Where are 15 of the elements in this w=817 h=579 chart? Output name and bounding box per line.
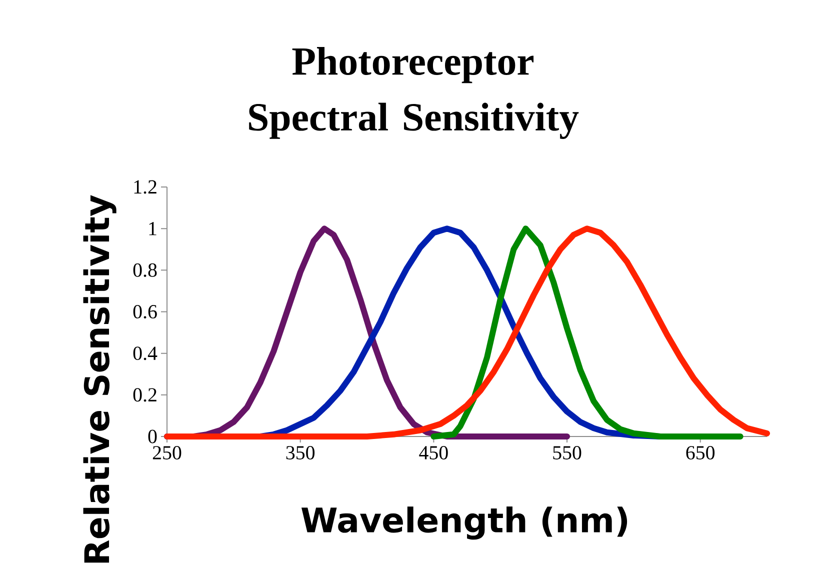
x-tick-label: 650: [686, 446, 715, 460]
y-tick-label: 0.6: [133, 304, 157, 319]
y-tick-label: 0.4: [133, 346, 158, 360]
x-axis-title: Wavelength (nm): [301, 506, 628, 540]
y-axis-title: Relative Sensitivity: [83, 195, 116, 563]
x-tick-label: 350: [286, 446, 315, 460]
chart-title: Photoreceptor Spectral Sensitivity: [249, 46, 579, 140]
x-tick-label: 550: [553, 446, 582, 460]
x-tick-label: 450: [419, 446, 448, 460]
y-tick-label: 0: [148, 430, 157, 444]
y-tick-label: 0.8: [133, 263, 157, 277]
y-tick-label: 1: [149, 222, 156, 236]
y-tick-label: 0.2: [133, 388, 156, 402]
x-tick-label: 250: [152, 446, 182, 460]
y-tick-label: 1.2: [134, 180, 156, 194]
